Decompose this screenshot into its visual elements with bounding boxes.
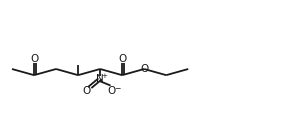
Text: O: O (118, 54, 126, 64)
Text: +: + (102, 73, 108, 79)
Text: O: O (108, 86, 116, 96)
Text: −: − (114, 84, 120, 93)
Text: O: O (83, 86, 91, 96)
Text: N: N (96, 74, 104, 84)
Text: O: O (30, 54, 38, 64)
Text: O: O (140, 64, 148, 74)
